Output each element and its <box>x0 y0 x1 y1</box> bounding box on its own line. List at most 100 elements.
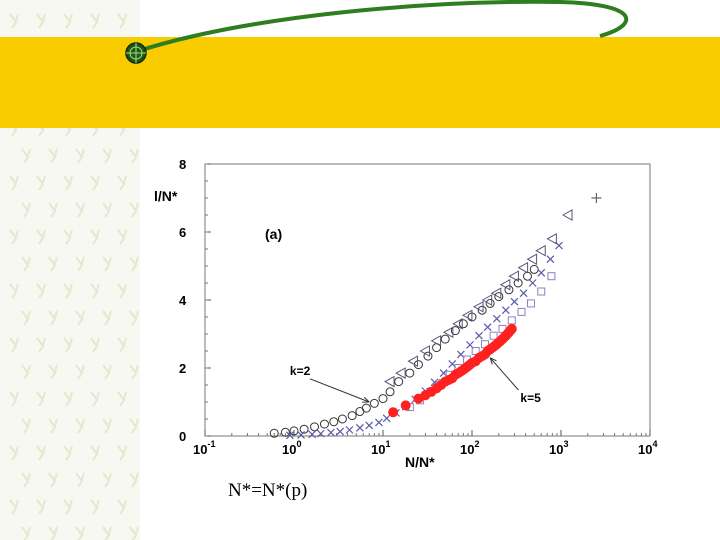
data-point <box>388 407 399 418</box>
texture-mark <box>21 202 31 218</box>
data-point <box>337 414 347 424</box>
x-tick-label: 104 <box>638 439 657 457</box>
data-series <box>269 193 602 440</box>
series-cross <box>286 241 563 440</box>
data-point <box>501 306 510 315</box>
texture-mark <box>90 175 100 191</box>
data-point <box>361 403 371 413</box>
data-point <box>489 331 498 340</box>
data-point <box>537 287 546 296</box>
texture-mark <box>129 148 139 164</box>
texture-mark <box>63 229 73 245</box>
x-axis-label: N/N* <box>405 454 435 470</box>
data-point <box>508 270 519 283</box>
y-tick-label: 4 <box>179 293 187 308</box>
texture-mark <box>9 337 19 353</box>
data-point <box>450 326 460 336</box>
data-point <box>269 428 279 438</box>
data-point <box>430 334 442 347</box>
texture-mark <box>129 310 139 326</box>
data-point <box>481 294 493 306</box>
texture-mark <box>129 202 139 218</box>
data-point <box>461 309 473 322</box>
texture-mark <box>75 472 85 488</box>
texture-mark <box>9 175 19 191</box>
texture-mark <box>48 148 58 164</box>
texture-mark <box>90 499 100 515</box>
data-point <box>395 367 406 379</box>
texture-mark <box>129 472 139 488</box>
data-point <box>452 317 463 330</box>
data-point <box>477 305 487 315</box>
data-point <box>522 271 532 281</box>
texture-mark <box>36 445 46 461</box>
x-axis: 10-1 100 101 102 103 104 <box>193 430 657 457</box>
x-tick-label: 100 <box>282 439 301 457</box>
annotation-arrow <box>489 357 519 391</box>
data-point <box>299 424 309 434</box>
data-point <box>519 289 528 298</box>
data-point <box>419 345 430 357</box>
data-point <box>289 426 299 436</box>
data-point <box>394 377 404 387</box>
data-point <box>506 323 517 334</box>
data-point <box>475 331 483 340</box>
data-point <box>537 268 546 277</box>
texture-mark <box>75 256 85 272</box>
data-point <box>308 430 317 439</box>
texture-mark <box>75 418 85 434</box>
data-point <box>535 244 546 257</box>
texture-mark <box>21 148 31 164</box>
data-point <box>345 425 354 434</box>
texture-mark <box>48 418 58 434</box>
texture-mark <box>36 499 46 515</box>
texture-mark <box>75 364 85 380</box>
y-tick-label: 6 <box>179 225 186 240</box>
texture-mark <box>21 364 31 380</box>
x-tick-label: 103 <box>549 439 568 457</box>
texture-mark <box>48 526 58 540</box>
texture-mark <box>117 175 127 191</box>
texture-mark <box>129 418 139 434</box>
texture-mark <box>48 310 58 326</box>
texture-mark <box>102 256 112 272</box>
data-point <box>405 368 415 378</box>
data-point <box>473 300 484 313</box>
texture-mark <box>63 391 73 407</box>
annotation-label: k=2 <box>290 364 311 378</box>
data-point <box>329 417 339 427</box>
data-point <box>562 209 573 221</box>
texture-mark <box>117 337 127 353</box>
texture-mark <box>63 337 73 353</box>
texture-mark <box>48 202 58 218</box>
annotation-arrowhead <box>362 396 370 403</box>
data-point <box>517 307 526 316</box>
texture-mark <box>102 364 112 380</box>
texture-mark <box>36 283 46 299</box>
panel-label: (a) <box>265 226 282 242</box>
data-point <box>510 297 519 306</box>
annotation-arrow <box>309 378 370 403</box>
texture-mark <box>90 445 100 461</box>
data-point <box>517 261 529 274</box>
x-tick-label: 10-1 <box>193 439 215 457</box>
data-point <box>546 232 557 245</box>
texture-mark <box>102 148 112 164</box>
texture-mark <box>9 229 19 245</box>
texture-mark <box>90 229 100 245</box>
series-triangle-left <box>384 209 573 388</box>
texture-mark <box>90 337 100 353</box>
y-axis-label: l/N* <box>154 188 178 204</box>
texture-mark <box>9 13 19 29</box>
data-point <box>319 419 329 429</box>
texture-mark <box>75 310 85 326</box>
texture-mark <box>9 283 19 299</box>
texture-mark <box>129 364 139 380</box>
texture-mark <box>117 229 127 245</box>
texture-mark <box>117 283 127 299</box>
data-point <box>458 319 468 329</box>
texture-mark <box>102 472 112 488</box>
globe-icon <box>125 42 147 64</box>
texture-mark <box>36 391 46 407</box>
